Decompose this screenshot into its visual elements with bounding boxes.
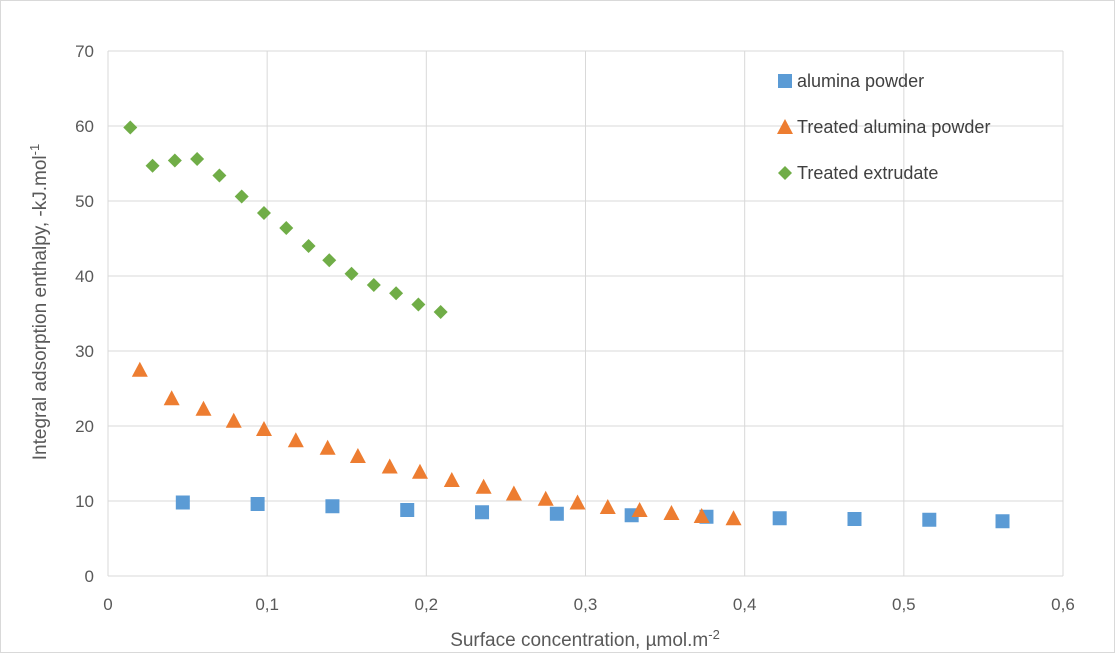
data-point-diamond xyxy=(344,266,359,281)
data-point-square xyxy=(325,499,340,514)
data-point-triangle xyxy=(349,448,366,463)
data-point-triangle xyxy=(411,463,428,479)
x-tick-label: 0,2 xyxy=(415,595,439,614)
data-point-diamond xyxy=(389,286,404,301)
x-tick-label: 0 xyxy=(103,595,112,614)
data-point-square xyxy=(400,503,415,517)
data-point-diamond xyxy=(123,120,138,135)
data-points xyxy=(123,120,1010,529)
gridlines xyxy=(107,50,1064,577)
y-tick-label: 70 xyxy=(75,42,94,61)
data-point-diamond xyxy=(322,253,337,268)
y-tick-label: 10 xyxy=(75,492,94,511)
y-axis-title: Integral adsorption enthalpy, -kJ.mol-1 xyxy=(27,144,51,460)
y-tick-label: 0 xyxy=(85,567,94,586)
data-point-diamond xyxy=(256,206,271,220)
data-point-triangle xyxy=(195,400,212,416)
x-tick-label: 0,3 xyxy=(574,595,598,614)
data-point-triangle xyxy=(475,478,492,494)
legend: alumina powder Treated alumina powder Trea… xyxy=(777,71,990,183)
x-tick-label: 0,4 xyxy=(733,595,757,614)
data-point-diamond xyxy=(411,297,426,312)
data-point-triangle xyxy=(225,412,242,428)
legend-marker-diamond xyxy=(778,166,792,180)
data-point-triangle xyxy=(663,505,680,520)
legend-label: Treated extrudate xyxy=(797,163,938,183)
data-point-triangle xyxy=(319,439,336,455)
y-tick-label: 20 xyxy=(75,417,94,436)
data-point-diamond xyxy=(234,189,249,204)
data-point-diamond xyxy=(167,153,182,168)
data-point-triangle xyxy=(569,494,586,510)
tick-labels: 0 10 20 30 40 50 60 70 0 0,1 0,2 0,3 0,4 0,5 0,6 xyxy=(75,42,1075,614)
data-point-triangle xyxy=(443,472,460,487)
x-tick-label: 0,5 xyxy=(892,595,916,614)
data-point-square xyxy=(847,512,862,526)
data-point-square xyxy=(175,495,190,510)
data-point-square xyxy=(549,506,564,521)
data-point-diamond xyxy=(366,278,381,292)
y-tick-label: 40 xyxy=(75,267,94,286)
data-point-square xyxy=(772,511,787,526)
data-point-triangle xyxy=(599,499,616,514)
data-point-triangle xyxy=(163,390,180,406)
data-point-triangle xyxy=(381,458,398,474)
data-point-diamond xyxy=(301,239,316,253)
data-point-triangle xyxy=(505,485,522,501)
legend-label: alumina powder xyxy=(797,71,924,91)
data-point-diamond xyxy=(212,168,227,183)
x-axis-title: Surface concentration, µmol.m-2 xyxy=(450,627,720,651)
data-point-diamond xyxy=(190,152,205,166)
data-point-square xyxy=(995,514,1010,529)
data-point-triangle xyxy=(287,432,304,448)
data-point-triangle xyxy=(131,361,148,377)
y-tick-label: 30 xyxy=(75,342,94,361)
data-point-triangle xyxy=(725,510,742,526)
data-point-diamond xyxy=(145,158,160,173)
y-tick-label: 60 xyxy=(75,117,94,136)
y-tick-label: 50 xyxy=(75,192,94,211)
legend-marker-triangle xyxy=(777,119,793,134)
legend-label: Treated alumina powder xyxy=(797,117,990,137)
data-point-square xyxy=(250,497,265,511)
data-point-diamond xyxy=(279,221,294,235)
data-point-triangle xyxy=(537,490,554,506)
data-point-triangle xyxy=(693,508,710,523)
data-point-diamond xyxy=(433,305,448,319)
legend-marker-square xyxy=(778,74,792,88)
data-point-square xyxy=(922,512,937,527)
x-tick-label: 0,6 xyxy=(1051,595,1075,614)
data-point-triangle xyxy=(255,421,272,436)
data-point-square xyxy=(475,505,490,520)
data-point-triangle xyxy=(631,502,648,517)
x-tick-label: 0,1 xyxy=(255,595,279,614)
